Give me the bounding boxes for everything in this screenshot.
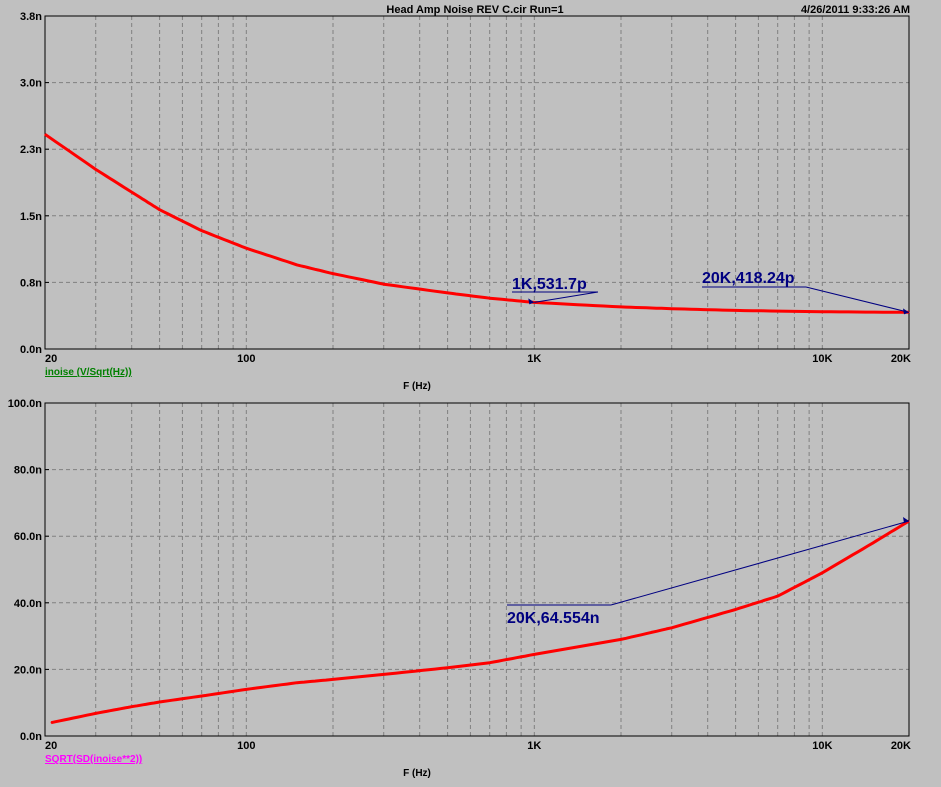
- data-point: [447, 667, 449, 669]
- cursor-annotation[interactable]: 1K,531.7p: [512, 276, 587, 293]
- y-tick-label: 3.8n: [20, 11, 42, 23]
- data-point: [821, 572, 823, 574]
- x-tick-label: 100: [237, 353, 255, 365]
- data-point: [332, 273, 334, 275]
- x-tick-label: 1K: [527, 740, 541, 752]
- plot-frame: [44, 402, 910, 737]
- data-point: [159, 701, 161, 703]
- trace-label[interactable]: SQRT(SD(inoise**2)): [45, 754, 142, 765]
- y-tick-label: 2.3n: [20, 144, 42, 156]
- y-tick-label: 0.0n: [20, 344, 42, 356]
- data-point: [332, 678, 334, 680]
- x-tick-label: 20: [45, 353, 57, 365]
- x-axis-label: F (Hz): [403, 381, 431, 392]
- x-tick-label: 10K: [812, 740, 832, 752]
- y-tick-label: 100.0n: [8, 398, 43, 410]
- y-tick-label: 0.0n: [20, 731, 42, 743]
- y-tick-label: 40.0n: [14, 598, 42, 610]
- trace-label[interactable]: inoise (V/Sqrt(Hz)): [45, 367, 132, 378]
- y-tick-label: 0.8n: [20, 277, 42, 289]
- data-point: [671, 308, 673, 310]
- y-tick-label: 20.0n: [14, 664, 42, 676]
- plot-area[interactable]: [45, 16, 909, 349]
- data-point: [95, 712, 97, 714]
- data-point: [735, 608, 737, 611]
- data-point: [95, 168, 97, 170]
- analysis-title: Head Amp Noise REV C.cir Run=1: [386, 4, 563, 16]
- data-point: [489, 297, 491, 299]
- data-point: [245, 247, 247, 249]
- y-tick-label: 60.0n: [14, 531, 42, 543]
- data-point: [620, 638, 622, 641]
- analysis-timestamp: 4/26/2011 9:33:26 AM: [801, 4, 910, 16]
- x-tick-label: 1K: [527, 353, 541, 365]
- data-point: [383, 673, 385, 675]
- x-tick-label: 20: [45, 740, 57, 752]
- data-point: [671, 627, 673, 629]
- cursor-annotation[interactable]: 20K,64.554n: [507, 610, 600, 627]
- plot-area[interactable]: [45, 403, 909, 736]
- y-tick-label: 3.0n: [20, 78, 42, 90]
- data-point: [872, 542, 874, 544]
- x-tick-label: 20K: [891, 353, 911, 365]
- data-point: [131, 706, 133, 708]
- x-tick-label: 100: [237, 740, 255, 752]
- data-point: [447, 292, 449, 294]
- data-point: [821, 311, 823, 313]
- data-point: [383, 283, 385, 285]
- data-point: [296, 682, 298, 684]
- data-point: [159, 209, 161, 211]
- y-tick-label: 1.5n: [20, 211, 42, 223]
- data-point: [777, 595, 779, 597]
- data-point: [620, 306, 622, 308]
- data-point: [50, 722, 52, 724]
- annotation-leader: [610, 520, 910, 606]
- annotation-leader: [534, 291, 599, 303]
- cursor-annotation[interactable]: 20K,418.24p: [702, 270, 795, 287]
- data-point: [735, 309, 737, 312]
- data-point: [296, 264, 298, 266]
- annotation-arrowhead: [903, 308, 909, 315]
- grid: [45, 403, 909, 736]
- data-point: [245, 688, 247, 690]
- grid: [45, 16, 909, 349]
- annotation-leader: [805, 286, 910, 313]
- y-tick-label: 80.0n: [14, 465, 42, 477]
- data-point: [131, 191, 133, 193]
- data-point: [533, 653, 535, 656]
- annotation-arrowhead: [528, 298, 535, 305]
- x-tick-label: 20K: [891, 740, 911, 752]
- annotation-arrowhead: [903, 517, 909, 524]
- data-point: [44, 133, 46, 135]
- x-tick-label: 10K: [812, 353, 832, 365]
- data-point: [489, 662, 491, 664]
- plot-frame: [44, 15, 910, 350]
- x-axis-label: F (Hz): [403, 768, 431, 779]
- data-point: [201, 695, 203, 697]
- data-point: [201, 230, 203, 232]
